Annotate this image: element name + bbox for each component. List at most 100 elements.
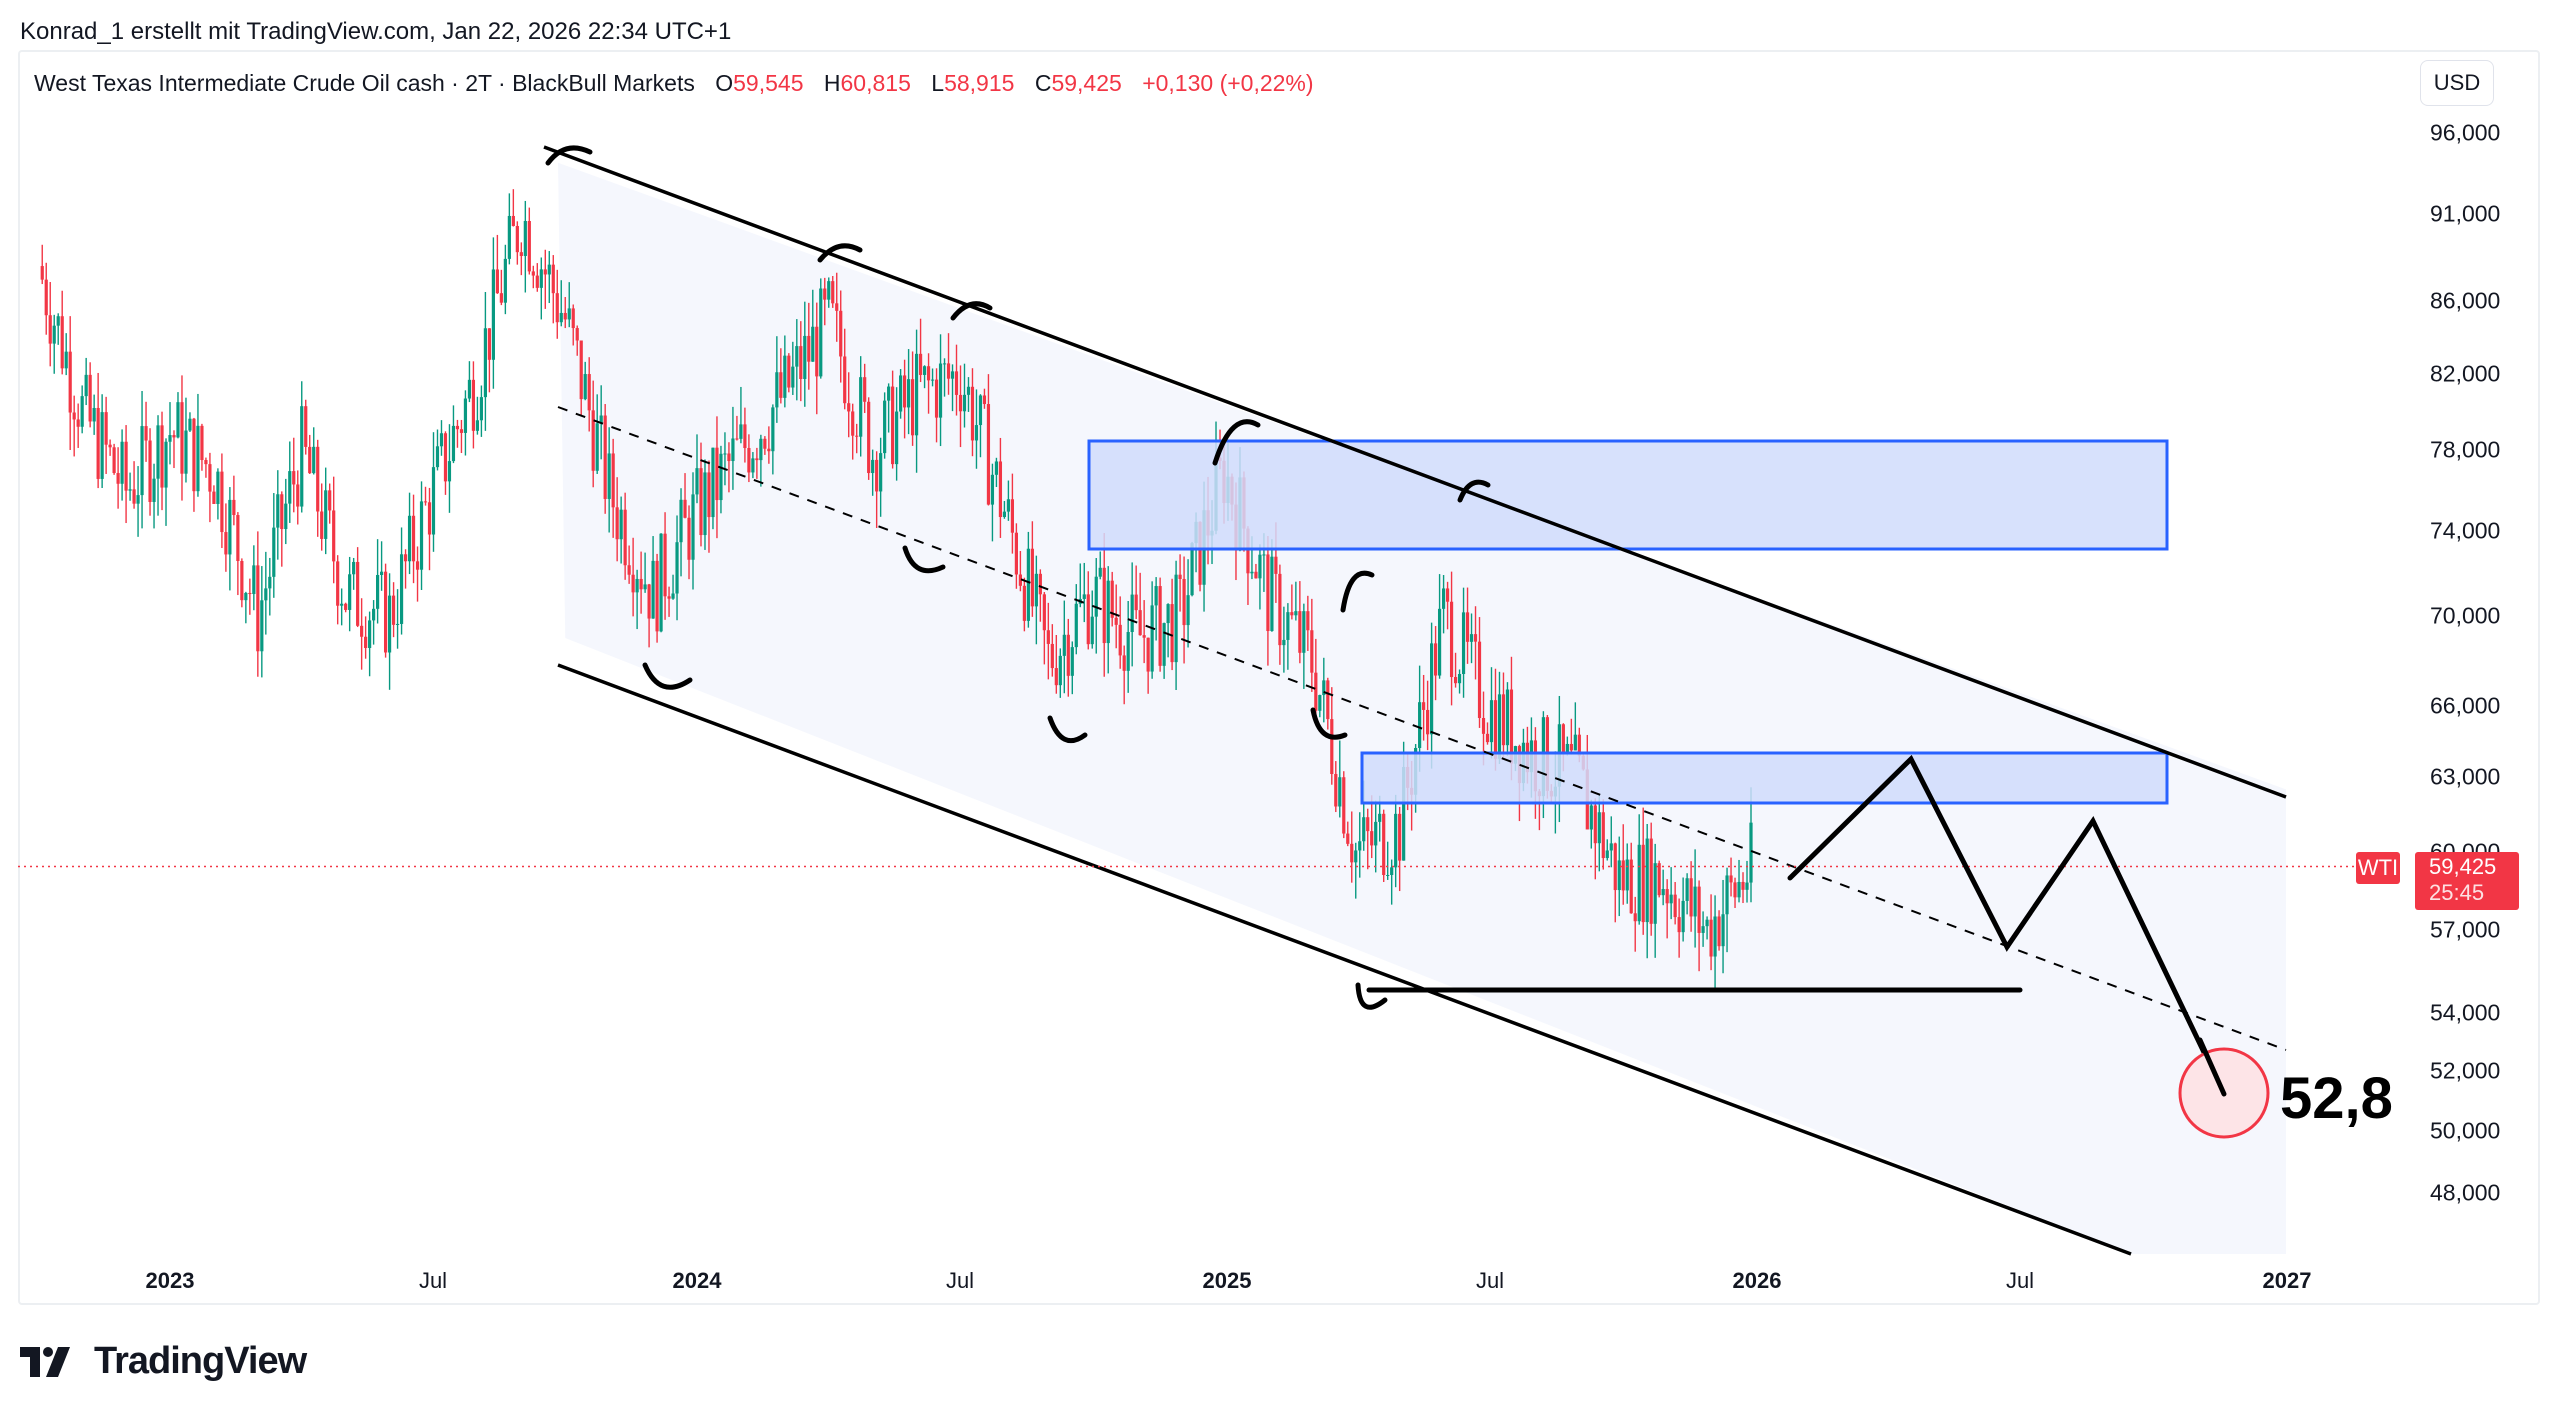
high-label: H [823,70,841,96]
time-tick-label: 2024 [672,1268,722,1293]
candle-body [715,447,719,501]
candle-body [1334,774,1338,807]
candle-body [1593,805,1597,844]
candle-body [56,316,60,326]
candle-body [543,269,547,275]
candle-body [1733,882,1737,898]
channel-mid-dashed-line [557,406,2287,1051]
candle-body [419,501,424,570]
candle-body [1565,743,1569,753]
candle-body [1166,604,1170,624]
candle-body [735,438,739,440]
candle-body [1086,594,1090,645]
candle-body [1178,574,1182,579]
candle-body [1174,574,1178,663]
candle-body [427,502,432,535]
candle-body [60,316,64,369]
candle-body [1601,812,1605,859]
candle-body [312,446,316,474]
change-value: +0,130 (+0,22%) [1142,70,1314,96]
candle-body [1254,571,1258,579]
chart-credit: Konrad_1 erstellt mit TradingView.com, J… [20,18,732,45]
currency-button[interactable]: USD [2420,60,2494,106]
candle-body [483,328,488,398]
candle-body [1453,677,1458,684]
candle-body [172,435,176,438]
candle-body [1625,859,1629,891]
candle-body [1422,702,1426,710]
candle-body [352,561,356,575]
price-tick-label: 50,000 [2430,1117,2501,1144]
candle-body [92,407,96,422]
candle-body [200,425,204,461]
candle-body [1605,850,1609,859]
candle-body [1278,573,1282,646]
time-tick-label: 2023 [145,1268,195,1293]
candle-body [435,446,440,468]
price-tick-label: 86,000 [2430,287,2501,314]
chart-frame[interactable] [18,50,2540,1305]
candle-body [280,494,284,530]
candle-body [1102,567,1106,644]
candle-body [1330,719,1334,775]
candle-body [747,448,751,473]
candle-body [276,494,280,528]
tradingview-logo[interactable]: TradingView [20,1340,307,1383]
symbol-title[interactable]: West Texas Intermediate Crude Oil cash ·… [34,70,695,96]
candle-body [863,377,867,402]
pivot-bracket [817,243,863,263]
pivot-bracket [1047,715,1088,744]
candle-body [475,420,480,431]
candle-body [160,425,164,488]
candle-body [1749,822,1753,883]
price-tick-label: 70,000 [2430,602,2501,629]
candle-body [487,328,491,360]
pivot-bracket [1457,479,1491,503]
candle-body [695,468,699,495]
candle-body [1709,919,1713,957]
candle-body [132,489,136,504]
candle-body [1346,833,1350,844]
candle-body [918,353,923,375]
candle-body [316,446,320,512]
candle-body [395,623,400,625]
price-tick-label: 96,000 [2430,119,2501,146]
candle-body [264,588,268,601]
candle-body [787,355,791,388]
candle-body [1661,889,1665,896]
candle-body [80,396,84,427]
candle-body [372,608,376,621]
candle-body [391,595,396,625]
candle-body [1426,709,1430,735]
candle-body [128,489,132,491]
candle-body [839,310,843,357]
candle-body [340,603,344,606]
candle-body [930,379,935,381]
candle-body [962,394,967,412]
candle-body [1489,700,1494,743]
candle-body [1725,875,1729,915]
candle-body [1138,610,1142,636]
time-tick-label: Jul [2005,1268,2035,1293]
candle-body [607,453,611,499]
candle-body [819,288,823,377]
candle-body [1641,844,1645,923]
candle-body [691,494,695,560]
candle-body [1465,612,1470,642]
candle-body [1122,655,1126,671]
candle-body [958,394,963,412]
candle-body [811,326,815,362]
candle-body [320,511,324,539]
candle-body [635,578,639,593]
candle-body [1729,875,1733,883]
candle-body [675,542,679,594]
candle-body [527,221,531,272]
candle-body [938,363,943,418]
candle-body [934,379,939,418]
candle-body [1054,668,1058,686]
candle-body [851,411,855,436]
last-price-value: 59,425 [2429,854,2497,879]
candle-body [76,419,80,427]
candle-body [236,515,240,561]
